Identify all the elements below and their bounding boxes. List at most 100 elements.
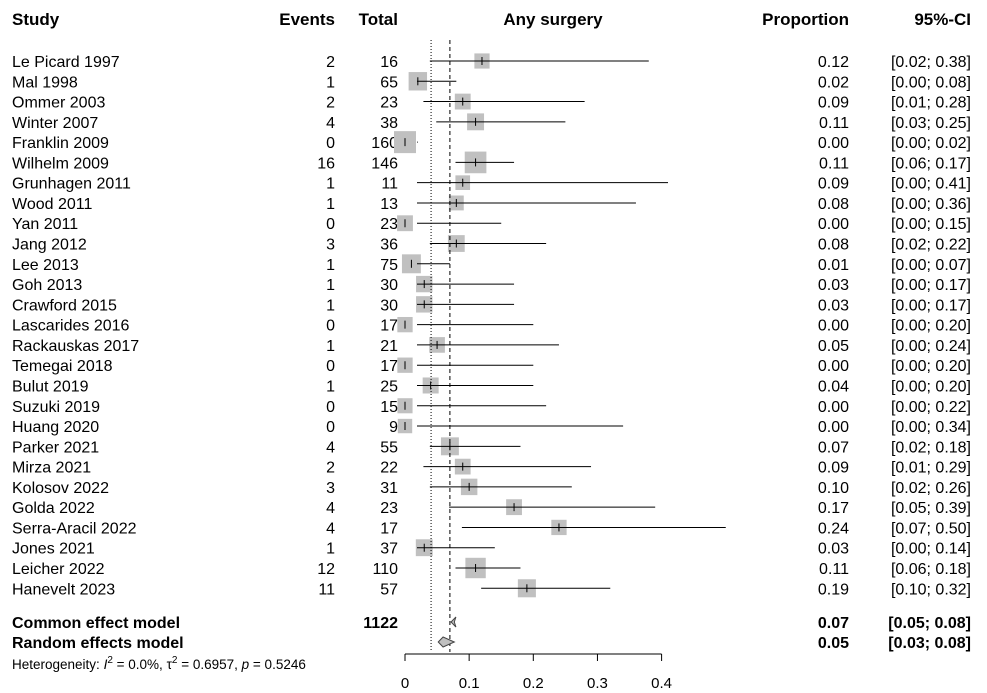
study-ci: [0.00; 0.08] <box>891 74 971 91</box>
study-total: 55 <box>380 439 398 456</box>
study-events: 2 <box>326 460 335 477</box>
study-row: Jang 2012 3 36 0.08 [0.02; 0.22] <box>12 235 971 254</box>
common-effect-model-total: 1122 <box>363 615 398 632</box>
study-row: Kolosov 2022 3 31 0.10 [0.02; 0.26] <box>12 478 971 497</box>
study-proportion: 0.08 <box>818 196 849 213</box>
study-row: Temegai 2018 0 17 0.00 [0.00; 0.20] <box>12 357 971 375</box>
study-proportion: 0.05 <box>818 338 849 355</box>
study-events: 3 <box>326 480 335 497</box>
study-total: 16 <box>380 54 398 71</box>
study-name: Wood 2011 <box>12 196 92 213</box>
header-events: Events <box>279 10 335 29</box>
study-name: Temegai 2018 <box>12 358 113 375</box>
study-proportion: 0.03 <box>818 297 849 314</box>
study-proportion: 0.24 <box>818 520 849 537</box>
x-tick-label: 0.2 <box>523 675 544 692</box>
header-ci: 95%-CI <box>914 10 971 29</box>
study-events: 16 <box>317 155 335 172</box>
study-proportion: 0.01 <box>818 257 849 274</box>
random-effects-model-label: Random effects model <box>12 635 184 652</box>
study-row: Leicher 2022 12 110 0.11 [0.06; 0.18] <box>12 557 971 579</box>
study-events: 0 <box>326 318 335 335</box>
study-name: Jones 2021 <box>12 541 95 558</box>
study-row: Mirza 2021 2 22 0.09 [0.01; 0.29] <box>12 458 971 477</box>
summary-rows: Common effect model 1122 0.07 [0.05; 0.08] R… <box>12 615 971 652</box>
study-events: 2 <box>326 54 335 71</box>
common-effect-model: Common effect model 1122 0.07 [0.05; 0.08] <box>12 615 971 632</box>
study-ci: [0.00; 0.22] <box>891 399 971 416</box>
study-name: Wilhelm 2009 <box>12 155 109 172</box>
study-row: Crawford 2015 1 30 0.03 [0.00; 0.17] <box>12 296 971 314</box>
header-total: Total <box>359 10 398 29</box>
study-name: Golda 2022 <box>12 500 95 517</box>
study-ci: [0.02; 0.18] <box>891 439 971 456</box>
study-name: Le Picard 1997 <box>12 54 120 71</box>
study-ci: [0.05; 0.39] <box>891 500 971 517</box>
common-effect-model-ci: [0.05; 0.08] <box>888 615 971 632</box>
random-effects-model-ci: [0.03; 0.08] <box>888 635 971 652</box>
study-ci: [0.02; 0.38] <box>891 54 971 71</box>
common-effect-model-proportion: 0.07 <box>818 615 849 632</box>
study-row: Bulut 2019 1 25 0.04 [0.00; 0.20] <box>12 377 971 395</box>
het-label: Heterogeneity: <box>12 657 104 672</box>
study-rows: Le Picard 1997 2 16 0.12 [0.02; 0.38]Mal 199… <box>12 53 971 598</box>
study-events: 0 <box>326 135 335 152</box>
study-name: Goh 2013 <box>12 277 82 294</box>
study-proportion: 0.11 <box>819 155 849 172</box>
study-ci: [0.00; 0.14] <box>891 541 971 558</box>
study-events: 0 <box>326 216 335 233</box>
study-name: Jang 2012 <box>12 237 87 254</box>
study-name: Leicher 2022 <box>12 561 105 578</box>
study-proportion: 0.00 <box>818 135 849 152</box>
het-i2-symbol: I <box>104 657 108 672</box>
het-i2-sup: 2 <box>107 655 113 666</box>
study-name: Mirza 2021 <box>12 460 91 477</box>
study-row: Huang 2020 0 9 0.00 [0.00; 0.34] <box>12 418 971 436</box>
het-p-value: = 0.5246 <box>249 657 306 672</box>
study-total: 160 <box>371 135 398 152</box>
study-ci: [0.00; 0.41] <box>891 176 971 193</box>
het-p-symbol: p <box>241 657 250 672</box>
study-total: 23 <box>380 500 398 517</box>
study-name: Rackauskas 2017 <box>12 338 139 355</box>
study-proportion: 0.12 <box>818 54 849 71</box>
study-proportion: 0.09 <box>818 95 849 112</box>
study-name: Kolosov 2022 <box>12 480 109 497</box>
study-ci: [0.00; 0.20] <box>891 378 971 395</box>
study-name: Ommer 2003 <box>12 95 105 112</box>
study-row: Serra-Aracil 2022 4 17 0.24 [0.07; 0.50] <box>12 519 971 537</box>
study-total: 36 <box>380 237 398 254</box>
study-proportion: 0.02 <box>818 74 849 91</box>
study-total: 31 <box>380 480 398 497</box>
study-ci: [0.00; 0.20] <box>891 318 971 335</box>
study-proportion: 0.11 <box>819 561 849 578</box>
study-ci: [0.00; 0.07] <box>891 257 971 274</box>
study-proportion: 0.19 <box>818 581 849 598</box>
study-events: 1 <box>326 541 335 558</box>
study-events: 4 <box>326 520 335 537</box>
study-ci: [0.01; 0.29] <box>891 460 971 477</box>
study-proportion: 0.07 <box>818 439 849 456</box>
random-effects-model-proportion: 0.05 <box>818 635 849 652</box>
study-ci: [0.00; 0.24] <box>891 338 971 355</box>
study-name: Grunhagen 2011 <box>12 176 131 193</box>
study-row: Suzuki 2019 0 15 0.00 [0.00; 0.22] <box>12 398 971 416</box>
study-row: Grunhagen 2011 1 11 0.09 [0.00; 0.41] <box>12 175 971 193</box>
study-proportion: 0.09 <box>818 176 849 193</box>
study-ci: [0.06; 0.17] <box>891 155 971 172</box>
study-total: 25 <box>380 378 398 395</box>
study-row: Mal 1998 1 65 0.02 [0.00; 0.08] <box>12 72 971 91</box>
het-tau2-sup: 2 <box>172 655 178 666</box>
study-proportion: 0.17 <box>818 500 849 517</box>
header-proportion: Proportion <box>762 10 849 29</box>
heterogeneity-text: Heterogeneity: I2 = 0.0%, τ2 = 0.6957, p… <box>12 655 306 672</box>
study-ci: [0.00; 0.17] <box>891 277 971 294</box>
study-total: 65 <box>380 74 398 91</box>
study-events: 4 <box>326 500 335 517</box>
study-ci: [0.00; 0.15] <box>891 216 971 233</box>
study-row: Le Picard 1997 2 16 0.12 [0.02; 0.38] <box>12 53 971 71</box>
study-proportion: 0.03 <box>818 541 849 558</box>
study-proportion: 0.00 <box>818 419 849 436</box>
study-events: 4 <box>326 115 335 132</box>
study-events: 1 <box>326 378 335 395</box>
